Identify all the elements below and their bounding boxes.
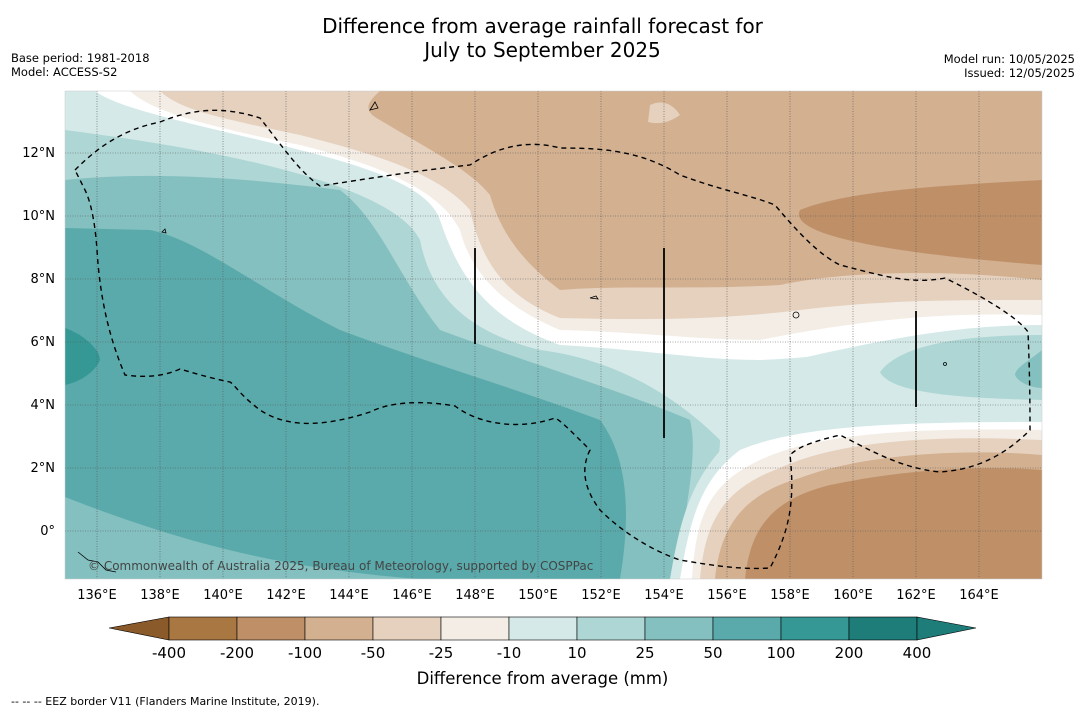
model-name: Model: ACCESS-S2 xyxy=(11,65,118,79)
colorbar-label: 400 xyxy=(902,644,932,662)
colorbar-label: -10 xyxy=(496,644,522,662)
colorbar-label: 10 xyxy=(567,644,587,662)
colorbar-label: 200 xyxy=(834,644,864,662)
colorbar-label: -400 xyxy=(151,644,187,662)
rainfall-map: © Commonwealth of Australia 2025, Bureau… xyxy=(65,91,1042,579)
lon-label-142e: 142°E xyxy=(266,588,306,603)
colorbar-label: -50 xyxy=(360,644,386,662)
boundary-lines xyxy=(474,248,917,438)
colorbar-label: 50 xyxy=(703,644,723,662)
islands xyxy=(77,101,947,573)
map-title: Difference from average rainfall forecas… xyxy=(0,14,1085,62)
issued-date: Issued: 12/05/2025 xyxy=(964,66,1075,80)
colorbar-label: -200 xyxy=(219,644,255,662)
colorbar-segment xyxy=(712,616,782,641)
lon-label-144e: 144°E xyxy=(329,588,369,603)
colorbar-segment xyxy=(576,616,646,641)
colorbar-label: 100 xyxy=(766,644,796,662)
eez-legend-note: -- -- -- EEZ border V11 (Flanders Marine… xyxy=(11,695,320,708)
colorbar-label: -100 xyxy=(287,644,323,662)
colorbar-high-arrow xyxy=(916,616,977,641)
meta-left: Base period: 1981-2018 Model: ACCESS-S2 xyxy=(11,51,150,79)
base-period: Base period: 1981-2018 xyxy=(11,51,150,65)
lon-label-148e: 148°E xyxy=(455,588,495,603)
lon-label-140e: 140°E xyxy=(203,588,243,603)
model-run: Model run: 10/05/2025 xyxy=(943,52,1075,66)
meta-right: Model run: 10/05/2025 Issued: 12/05/2025 xyxy=(944,52,1075,80)
lat-label-6n: 6°N xyxy=(30,335,56,350)
colorbar-segment xyxy=(440,616,510,641)
lat-label-4n: 4°N xyxy=(30,398,56,413)
colorbar-low-arrow xyxy=(108,616,170,641)
lon-label-156e: 156°E xyxy=(707,588,747,603)
colorbar-segment xyxy=(304,616,374,641)
lon-label-164e: 164°E xyxy=(959,588,999,603)
lon-label-152e: 152°E xyxy=(581,588,621,603)
lat-label-8n: 8°N xyxy=(30,272,56,287)
lon-label-160e: 160°E xyxy=(833,588,873,603)
colorbar-segment xyxy=(236,616,306,641)
copyright-text: © Commonwealth of Australia 2025, Bureau… xyxy=(88,559,593,573)
lat-label-12n: 12°N xyxy=(22,146,55,161)
colorbar-segment xyxy=(644,616,714,641)
lon-label-154e: 154°E xyxy=(644,588,684,603)
lat-label-0: 0° xyxy=(40,524,55,539)
title-line-1: Difference from average rainfall forecas… xyxy=(322,14,763,38)
colorbar xyxy=(108,616,977,641)
colorbar-segment xyxy=(508,616,578,641)
lat-label-10n: 10°N xyxy=(22,209,55,224)
colorbar-segment xyxy=(372,616,442,641)
lon-label-150e: 150°E xyxy=(518,588,558,603)
lon-label-162e: 162°E xyxy=(896,588,936,603)
lon-label-136e: 136°E xyxy=(77,588,117,603)
colorbar-label: -25 xyxy=(428,644,454,662)
lat-label-2n: 2°N xyxy=(30,461,56,476)
eez-border xyxy=(74,109,1031,570)
title-line-2: July to September 2025 xyxy=(424,38,661,62)
colorbar-segment xyxy=(168,616,238,641)
colorbar-title: Difference from average (mm) xyxy=(416,669,669,688)
lon-label-158e: 158°E xyxy=(770,588,810,603)
graticule xyxy=(65,91,1042,579)
lon-label-138e: 138°E xyxy=(140,588,180,603)
lon-label-146e: 146°E xyxy=(392,588,432,603)
colorbar-segment xyxy=(848,616,918,641)
colorbar-label: 25 xyxy=(635,644,655,662)
colorbar-segment xyxy=(780,616,850,641)
colorbar-segments xyxy=(168,616,918,641)
